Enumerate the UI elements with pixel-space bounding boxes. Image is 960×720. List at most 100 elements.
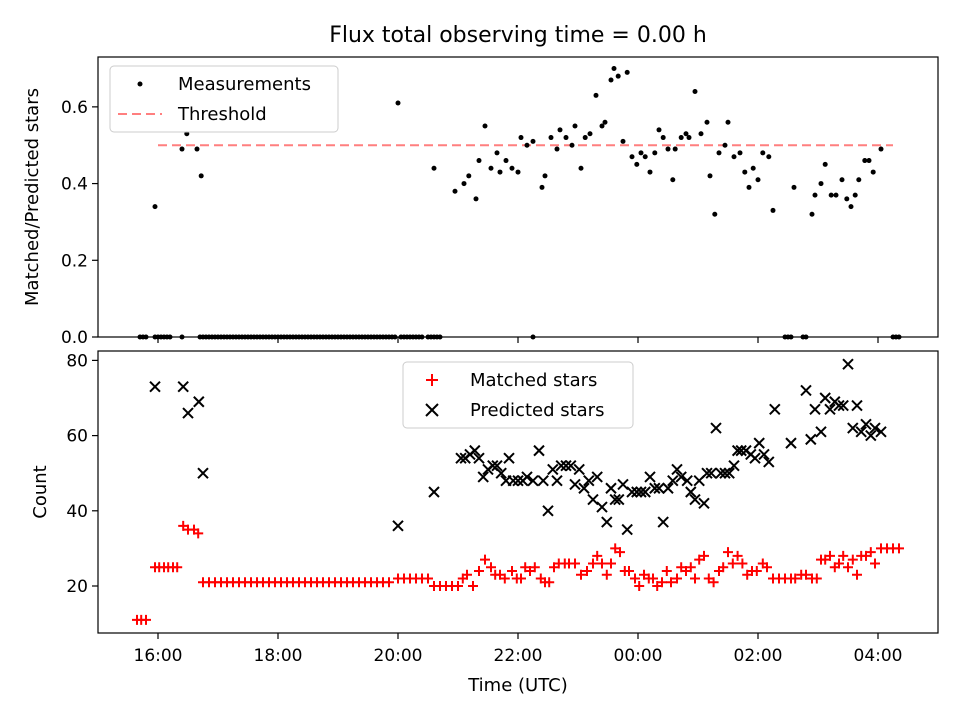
measurement-point	[152, 204, 158, 210]
matched-star-point	[193, 528, 204, 539]
predicted-star-point	[469, 444, 481, 457]
predicted-star-point	[583, 475, 595, 487]
predicted-star-point	[601, 516, 613, 528]
top-panel: 0.0 0.2 0.4 0.6 Matched/Predicted stars Mea…	[22, 56, 939, 348]
matched-star-point	[453, 581, 463, 591]
measurement-point	[848, 204, 854, 210]
predicted-star-point	[617, 478, 629, 491]
matched-star-point	[529, 562, 540, 573]
measurement-point	[599, 123, 605, 129]
matched-star-point	[486, 562, 496, 573]
predicted-star-point	[758, 448, 770, 461]
measurement-point	[642, 154, 648, 160]
matched-star-point	[685, 562, 696, 573]
matched-star-point	[847, 554, 858, 565]
matched-star-point	[723, 547, 733, 558]
chart-title: Flux total observing time = 0.00 h	[329, 23, 707, 48]
legend-predicted-label: Predicted stars	[470, 400, 604, 421]
measurement-point	[629, 154, 635, 160]
bottom-x-axis-ticks: 16:00 18:00 20:00 22:00 00:00 02:00 04:00	[134, 633, 903, 666]
matched-star-point	[615, 547, 625, 558]
measurement-point	[866, 158, 872, 164]
measurement-point	[198, 173, 204, 179]
matched-star-point	[582, 565, 592, 576]
measurement-point	[665, 146, 671, 152]
predicted-star-point	[644, 471, 656, 483]
measurement-point	[656, 127, 662, 133]
measurement-point	[678, 135, 684, 141]
measurement-point	[518, 135, 524, 141]
matched-star-point	[666, 577, 676, 588]
matched-star-point	[732, 550, 743, 561]
predicted-star-point	[657, 516, 669, 528]
measurement-point	[488, 165, 494, 171]
predicted-star-point	[649, 482, 661, 494]
matched-star-point	[480, 554, 490, 565]
matched-star-point	[588, 558, 598, 569]
measurement-point	[497, 169, 503, 175]
predicted-star-point	[749, 452, 761, 464]
x-tick-label: 00:00	[614, 646, 663, 666]
x-tick-label: 20:00	[374, 646, 423, 666]
measurement-point	[750, 165, 756, 171]
predicted-star-point	[193, 396, 205, 408]
top-legend: Measurements Threshold	[109, 65, 339, 133]
measurement-point	[509, 165, 515, 171]
predicted-star-point	[728, 459, 740, 472]
matched-star-point	[570, 558, 580, 569]
measurement-point	[557, 127, 563, 133]
matched-star-point	[384, 577, 394, 588]
matched-star-point	[597, 558, 607, 569]
legend-threshold-label: Threshold	[177, 104, 267, 125]
x-tick-label: 04:00	[854, 646, 903, 666]
measurement-point	[473, 196, 479, 202]
matched-star-point	[870, 558, 880, 569]
top-y-tick-label: 0.2	[61, 251, 88, 271]
measurement-point	[194, 146, 200, 152]
predicted-star-point	[573, 463, 585, 476]
predicted-star-point	[631, 486, 643, 498]
measurement-point	[587, 131, 593, 137]
legend-matched-marker	[426, 374, 438, 386]
predicted-star-point	[701, 467, 713, 479]
predicted-star-point	[671, 463, 683, 476]
matched-star-point	[423, 573, 433, 584]
matched-star-point	[462, 569, 472, 580]
predicted-star-point	[639, 486, 651, 498]
predicted-star-point	[507, 475, 519, 487]
predicted-star-point	[560, 459, 572, 472]
predicted-star-point	[555, 459, 567, 472]
predicted-star-point	[613, 493, 625, 506]
matched-star-point	[601, 569, 612, 580]
measurement-point	[638, 150, 644, 156]
predicted-star-point	[785, 437, 797, 449]
matched-star-point	[852, 569, 862, 580]
measurement-point	[716, 150, 722, 156]
matched-star-point	[699, 550, 709, 561]
predicted-star-point	[455, 452, 467, 464]
predicted-star-point	[860, 418, 872, 431]
measurement-point	[515, 169, 521, 175]
measurement-point	[707, 173, 713, 179]
predicted-star-point	[805, 433, 817, 446]
matched-star-point	[507, 565, 517, 576]
matched-star-point	[790, 573, 801, 584]
predicted-star-point	[428, 486, 440, 498]
x-tick-label: 22:00	[494, 646, 543, 666]
predicted-star-point	[662, 482, 674, 494]
measurement-point	[647, 169, 653, 175]
measurement-point	[569, 142, 575, 148]
top-y-axis-ticks: 0.0 0.2 0.4 0.6	[61, 98, 98, 348]
bottom-panel: 20 40 60 80 16:00 18:00 20:00 22:00 00:00 02:00 0…	[30, 350, 939, 696]
predicted-star-point	[149, 381, 161, 393]
predicted-star-point	[865, 429, 877, 442]
measurement-point	[652, 150, 658, 156]
measurement-point	[746, 184, 752, 190]
predicted-star-point	[182, 407, 194, 419]
measurement-point	[431, 165, 437, 171]
measurement-point	[770, 207, 776, 213]
predicted-star-point	[609, 493, 621, 506]
x-tick-label: 02:00	[734, 646, 783, 666]
legend-matched-label: Matched stars	[470, 370, 597, 391]
measurement-point	[578, 165, 584, 171]
